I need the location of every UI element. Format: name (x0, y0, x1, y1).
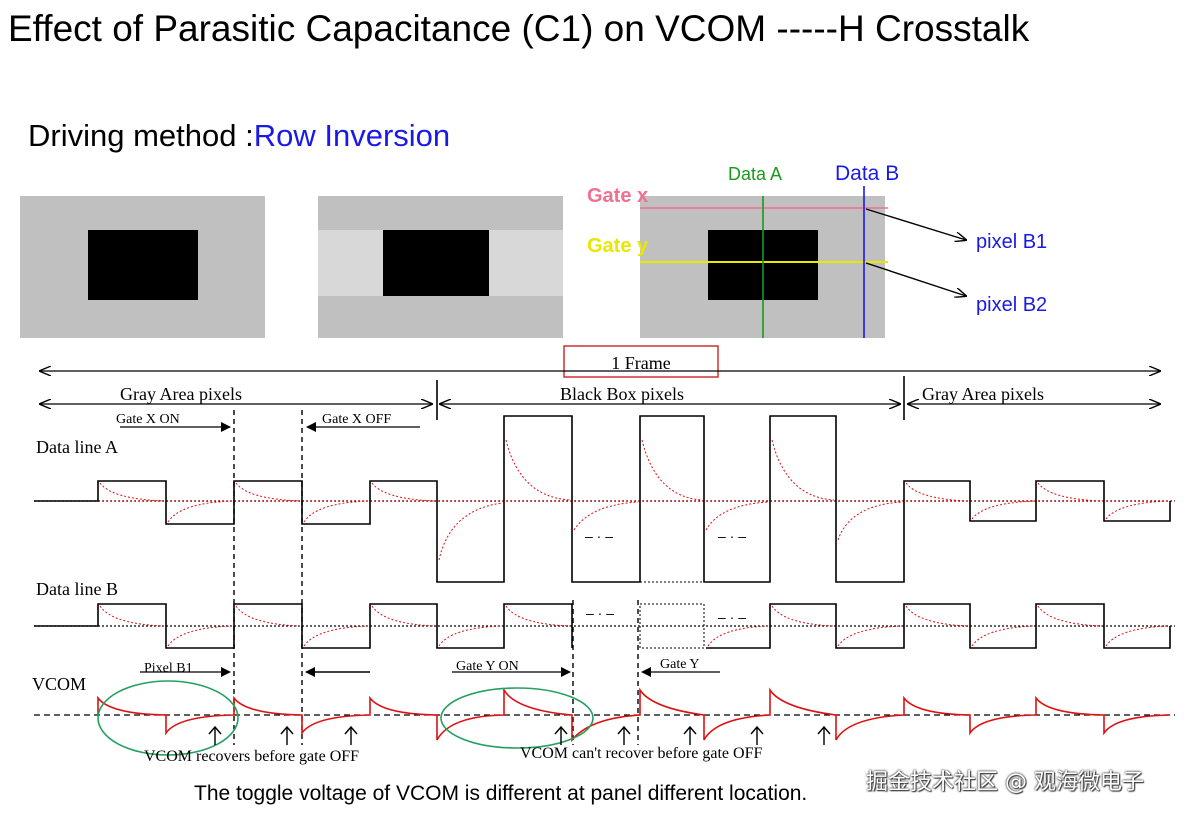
black-box (383, 230, 489, 296)
vcom-up-arrows (208, 725, 831, 745)
vcom-recovers-ellipse (97, 680, 239, 756)
pixel-b2-arrow (865, 262, 966, 296)
panel-crosstalk (318, 196, 563, 338)
frame-box (563, 345, 719, 378)
up-arrow-icon (344, 725, 358, 745)
pixel-b1-label: pixel B1 (976, 231, 1047, 253)
frame-label: 1 Frame (611, 353, 670, 373)
frame-timing: 1 Frame (40, 345, 1160, 420)
up-arrow-icon (750, 725, 764, 745)
black-box-label: Black Box pixels (560, 384, 684, 404)
data-b-label: Data B (835, 162, 899, 185)
up-arrow-icon (683, 725, 697, 745)
vcom-wave (97, 687, 1171, 743)
driving-method-value: Row Inversion (253, 118, 451, 153)
caption: The toggle voltage of VCOM is different … (194, 782, 808, 805)
watermark: 掘金技术社区 @ 观海微电子 (866, 770, 1144, 795)
gate-y-label: Gate y (587, 235, 649, 257)
data-line-a-wave (34, 415, 1171, 583)
gate-x-off-label: Gate X OFF (322, 412, 391, 427)
data-line-b-wave (34, 603, 1171, 649)
gate-x-on-label: Gate X ON (116, 412, 180, 427)
gate-y-on-label: Gate Y ON (456, 659, 519, 674)
up-arrow-icon (817, 725, 831, 745)
up-arrow-icon (280, 725, 294, 745)
data-line-b-decay (99, 605, 1169, 647)
panel-normal (20, 196, 265, 338)
data-line-a-ellipsis-1: – · – (585, 528, 613, 544)
up-arrow-icon (554, 725, 568, 745)
gate-x-label: Gate x (587, 185, 648, 207)
data-line-a-ellipsis-2: – · – (718, 528, 746, 544)
data-line-b-ellipsis-2: – · – (718, 609, 746, 625)
data-line-b-label: Data line B (36, 579, 118, 599)
pixel-b1-arrow (865, 208, 966, 240)
driving-method: Driving method :Row Inversion (28, 118, 450, 154)
up-arrow-icon (208, 725, 222, 745)
data-line-a-dotted-pulse (639, 415, 705, 583)
black-box (88, 230, 198, 300)
up-arrow-icon (617, 725, 631, 745)
page-title: Effect of Parasitic Capacitance (C1) on … (8, 8, 1030, 49)
vcom-cant-recover-ellipse (440, 687, 594, 749)
data-line-b-dotted-pulse (639, 603, 705, 649)
gray-area-right-label: Gray Area pixels (922, 384, 1044, 404)
data-line-b-ellipsis-1: – · – (586, 605, 614, 621)
driving-method-label: Driving method : (28, 118, 254, 153)
data-line-a-label: Data line A (36, 437, 118, 457)
vcom-cant-recover-label: VCOM can't recover before gate OFF (520, 745, 762, 762)
panel-annotated (640, 186, 966, 338)
data-line-a-decay (99, 439, 1169, 561)
pixel-b2-label: pixel B2 (976, 294, 1047, 316)
vcom-recovers-label: VCOM recovers before gate OFF (144, 748, 359, 765)
gate-y-label: Gate Y (660, 657, 700, 672)
pixel-b1-marker-label: Pixel B1 (144, 661, 193, 676)
vcom-label: VCOM (32, 674, 86, 694)
gray-area-left-label: Gray Area pixels (120, 384, 242, 404)
data-a-label: Data A (728, 164, 782, 184)
